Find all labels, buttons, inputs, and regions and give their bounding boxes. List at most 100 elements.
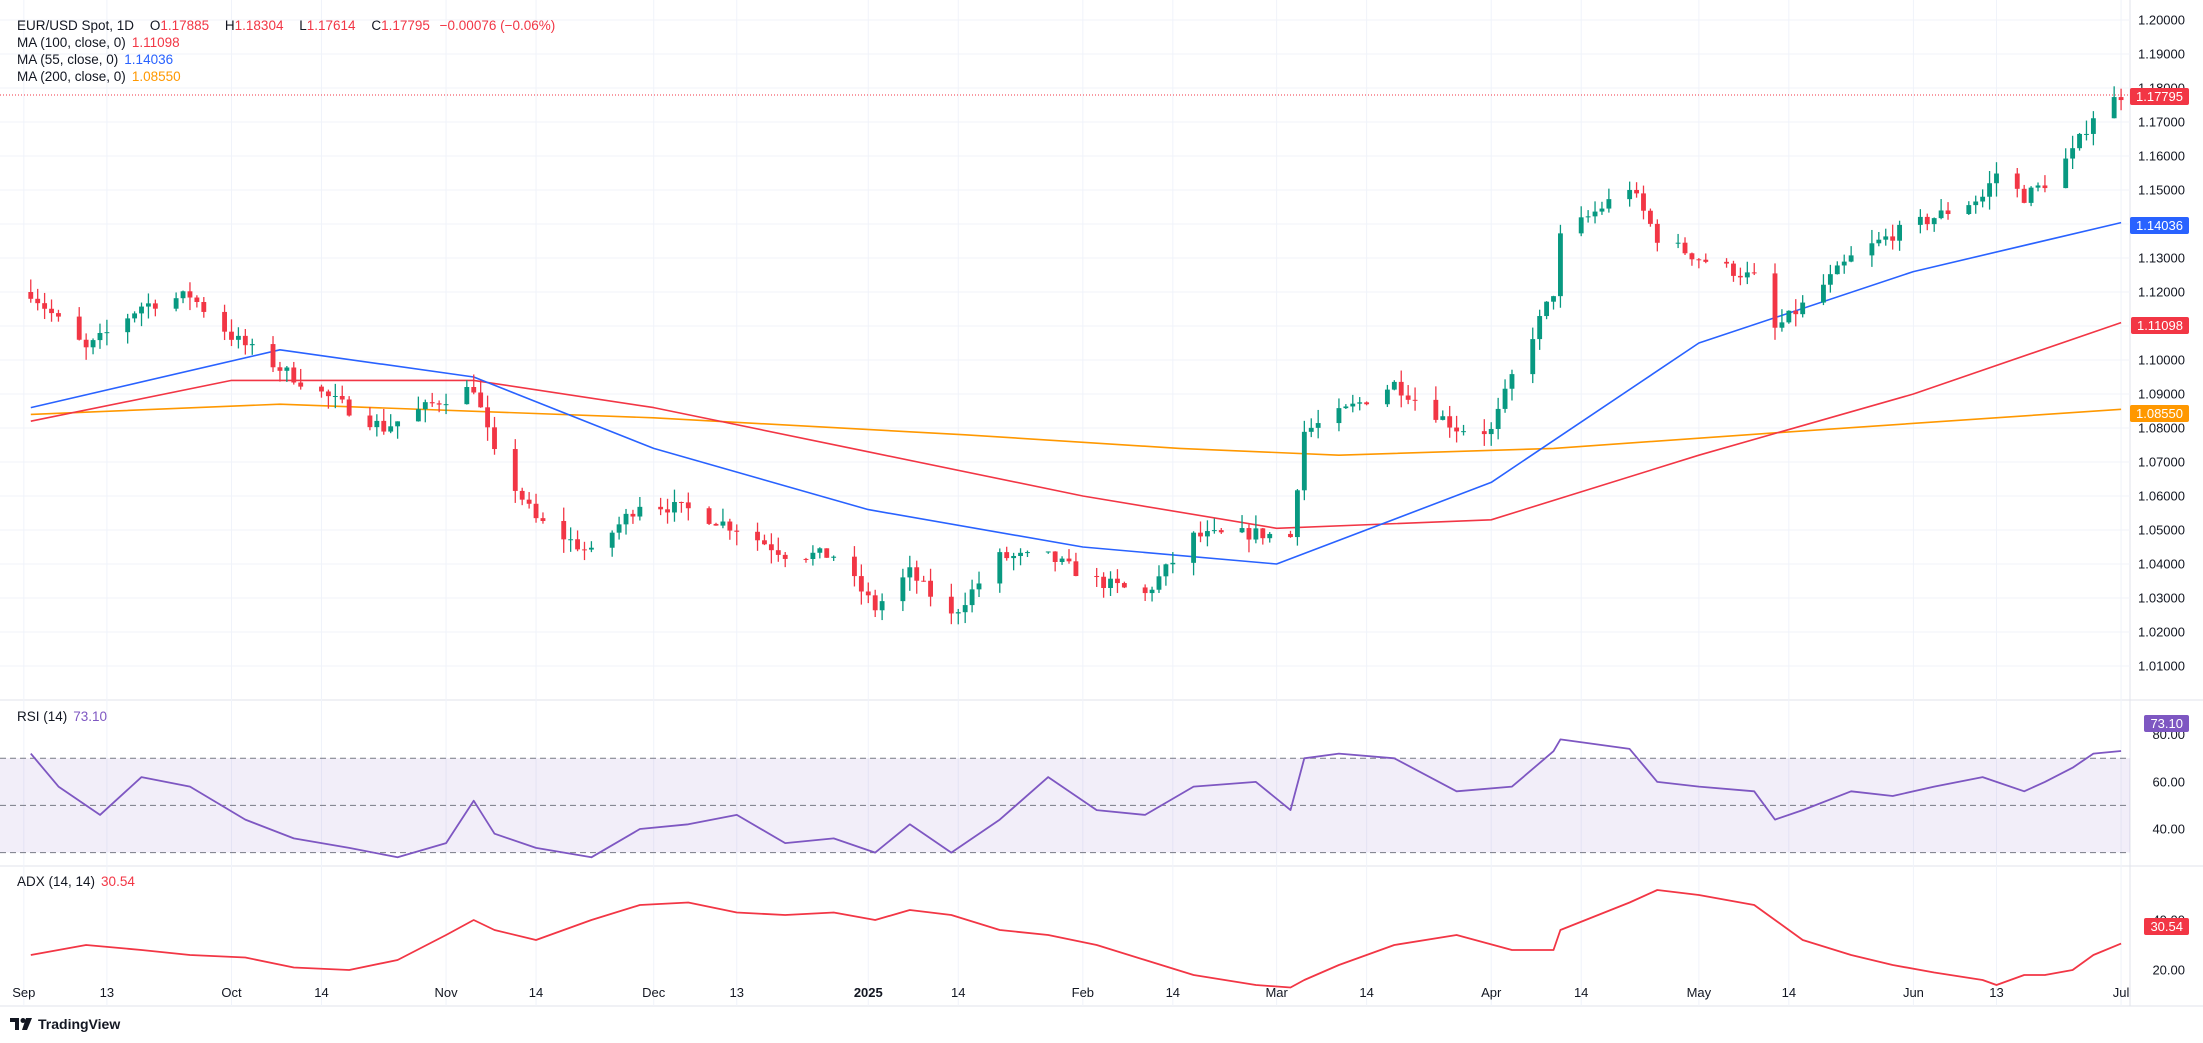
candle-body xyxy=(1689,253,1695,260)
candle-body xyxy=(1398,381,1404,396)
candle-body xyxy=(1308,427,1314,432)
candle-body xyxy=(381,420,387,432)
high-label: H xyxy=(224,18,235,33)
candle-body xyxy=(1924,216,1930,225)
y-tick-label: 1.07000 xyxy=(2138,455,2185,470)
candle-body xyxy=(1384,389,1390,405)
candle-body xyxy=(270,344,276,368)
y-tick-label: 1.10000 xyxy=(2138,353,2185,368)
candle-body xyxy=(1461,431,1466,433)
candle-body xyxy=(1211,530,1217,532)
candle-body xyxy=(235,335,241,340)
x-tick-label: 14 xyxy=(1359,985,1373,1000)
candle-body xyxy=(582,549,587,551)
ma55-legend[interactable]: MA (55, close, 0) 1.14036 xyxy=(17,51,173,68)
candle-body xyxy=(1447,416,1453,428)
y-tick-label: 1.12000 xyxy=(2138,285,2185,300)
candle-body xyxy=(609,532,615,548)
adx-legend[interactable]: ADX (14, 14) 30.54 xyxy=(17,873,135,890)
candle-body xyxy=(1980,196,1986,202)
x-tick-label: 14 xyxy=(1574,985,1588,1000)
candle-body xyxy=(2028,187,2034,203)
candle-body xyxy=(374,420,380,428)
candle-body xyxy=(339,395,345,400)
candle-body xyxy=(49,308,54,314)
ma200-legend[interactable]: MA (200, close, 0) 1.08550 xyxy=(17,68,181,85)
candle-body xyxy=(1675,242,1681,244)
y-tick-label: 1.16000 xyxy=(2138,149,2185,164)
candle-body xyxy=(1350,403,1356,407)
candle-body xyxy=(152,303,158,309)
candle-body xyxy=(367,415,373,428)
candle-body xyxy=(533,503,539,519)
y-tick-label: 1.09000 xyxy=(2138,387,2185,402)
moving-averages xyxy=(0,94,2130,565)
ma100-value: 1.11098 xyxy=(131,35,180,50)
candle-body xyxy=(879,601,885,611)
candle-body xyxy=(1938,210,1944,219)
candle-body xyxy=(1793,310,1799,315)
candle-body xyxy=(277,367,283,371)
ma200-line xyxy=(30,403,2122,457)
candle-body xyxy=(1412,399,1418,401)
candle-body xyxy=(1052,551,1058,562)
candle-body xyxy=(415,409,421,422)
candle-body xyxy=(471,387,477,393)
y-tick-label: 1.08000 xyxy=(2138,421,2185,436)
x-tick-label: Apr xyxy=(1481,985,1502,1000)
close-label: C xyxy=(371,18,382,33)
candle-body xyxy=(1191,532,1197,563)
ma100-legend[interactable]: MA (100, close, 0) 1.11098 xyxy=(17,34,180,51)
ma55-label: MA (55, close, 0) xyxy=(17,52,119,67)
tradingview-logo-icon xyxy=(10,1018,32,1030)
candle-body xyxy=(713,523,719,526)
candle-body xyxy=(1627,189,1633,200)
x-tick-label: Oct xyxy=(221,985,242,1000)
candle-body xyxy=(2111,97,2117,119)
candle-body xyxy=(948,596,954,614)
candle-body xyxy=(1731,263,1736,276)
candle-body xyxy=(817,548,823,553)
y-tick-label: 1.04000 xyxy=(2138,557,2185,572)
candle-body xyxy=(962,605,968,613)
candle-body xyxy=(395,421,401,427)
ma200-value: 1.08550 xyxy=(131,69,181,84)
tradingview-footer[interactable]: TradingView xyxy=(10,1016,120,1032)
x-tick-label: Jun xyxy=(1903,985,1924,1000)
candle-body xyxy=(658,506,664,510)
candle-body xyxy=(568,539,574,541)
candle-body xyxy=(478,392,484,408)
x-tick-label: 14 xyxy=(1166,985,1180,1000)
candle-body xyxy=(2042,185,2048,189)
candle-body xyxy=(1094,576,1100,578)
candle-body xyxy=(1931,218,1937,225)
candle-body xyxy=(1495,408,1501,429)
candle-body xyxy=(125,318,131,333)
candle-body xyxy=(1488,428,1494,435)
adx-tick-label: 20.00 xyxy=(2152,963,2185,978)
rsi-label: RSI (14) xyxy=(17,709,68,724)
candle-body xyxy=(1025,552,1030,554)
candle-body xyxy=(1066,558,1072,562)
candle-body xyxy=(907,567,913,578)
candle-body xyxy=(782,554,788,559)
candle-body xyxy=(1772,273,1778,328)
y-tick-label: 1.05000 xyxy=(2138,523,2185,538)
candle-body xyxy=(139,306,144,314)
candle-body xyxy=(831,556,837,558)
candle-body xyxy=(1509,374,1515,389)
candle-body xyxy=(1558,233,1563,297)
y-tick-label: 1.19000 xyxy=(2138,47,2185,62)
candle-body xyxy=(187,291,193,298)
open-value: 1.17885 xyxy=(160,18,210,33)
candle-body xyxy=(1011,555,1017,559)
candle-body xyxy=(173,298,179,309)
candle-body xyxy=(1239,528,1245,533)
rsi-legend[interactable]: RSI (14) 73.10 xyxy=(17,708,107,725)
candle-body xyxy=(1551,296,1556,302)
candle-body xyxy=(1703,259,1709,262)
candle-body xyxy=(346,399,352,416)
candle-body xyxy=(1108,578,1113,589)
candle-body xyxy=(630,513,636,517)
